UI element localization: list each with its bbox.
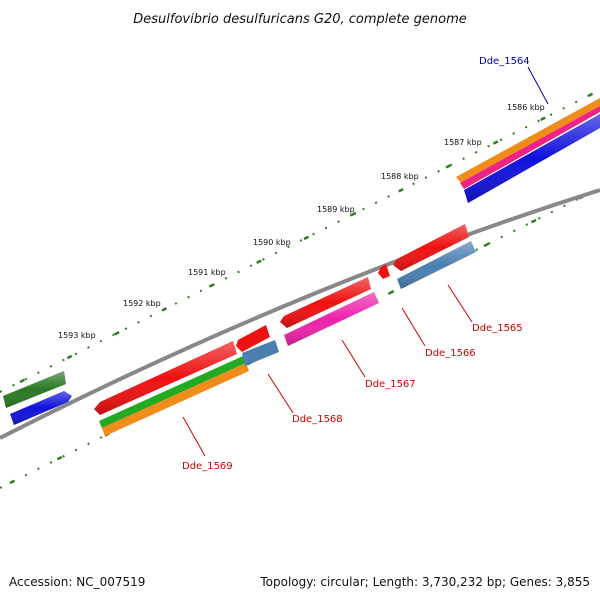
leader-line-dde-1564 bbox=[527, 66, 549, 105]
gene-labels: Dde_1564 Dde_1565 Dde_1566 Dde_1567 Dde_… bbox=[182, 56, 530, 472]
outer-major-ticks bbox=[19, 88, 600, 384]
gene-bar-orange[interactable] bbox=[456, 98, 600, 183]
leader-line-dde-1566 bbox=[401, 307, 426, 347]
gene-bar-blue-shading bbox=[464, 114, 600, 203]
map-title: Desulfovibrio desulfuricans G20, complet… bbox=[133, 12, 467, 27]
outer-scale-track bbox=[0, 88, 600, 393]
gene-label-dde-1569[interactable]: Dde_1569 bbox=[182, 461, 233, 472]
red-gene-arrows bbox=[94, 224, 469, 415]
gene-label-dde-1568[interactable]: Dde_1568 bbox=[292, 414, 343, 425]
gene-arrow-dde-1568[interactable] bbox=[236, 325, 270, 352]
leader-lines bbox=[182, 66, 549, 457]
scale-label: 1593 kbp bbox=[58, 331, 96, 340]
scale-label: 1590 kbp bbox=[253, 238, 291, 247]
outer-features-left bbox=[3, 371, 72, 425]
outer-features-right bbox=[456, 98, 600, 203]
genome-backbone bbox=[0, 188, 600, 440]
gene-arrow-dde-1566[interactable] bbox=[378, 264, 390, 279]
scale-label: 1588 kbp bbox=[381, 172, 419, 181]
leader-line-dde-1569 bbox=[182, 416, 206, 457]
scale-label: 1587 kbp bbox=[444, 138, 482, 147]
scale-label: 1586 kbp bbox=[507, 103, 545, 112]
topology-text: Topology: circular; Length: 3,730,232 bp… bbox=[259, 575, 590, 589]
outer-minor-ticks bbox=[0, 89, 600, 393]
leader-line-dde-1565 bbox=[447, 284, 473, 323]
gene-bar-dark-green-shading bbox=[3, 371, 66, 408]
gene-bar-blue-left-shading bbox=[10, 391, 72, 425]
secondary-bars bbox=[99, 241, 476, 436]
scale-labels: 1586 kbp 1587 kbp 1588 kbp 1589 kbp 1590… bbox=[58, 103, 545, 340]
leader-line-dde-1567 bbox=[341, 339, 366, 378]
gene-label-dde-1566[interactable]: Dde_1566 bbox=[425, 348, 476, 359]
scale-label: 1592 kbp bbox=[123, 299, 161, 308]
gene-bar-green[interactable] bbox=[99, 356, 246, 428]
gene-bar-steelblue-1568[interactable] bbox=[242, 340, 279, 366]
scale-label: 1591 kbp bbox=[188, 268, 226, 277]
accession-text: Accession: NC_007519 bbox=[9, 575, 145, 589]
gene-bar-orange-lower[interactable] bbox=[102, 363, 249, 436]
gene-label-dde-1564[interactable]: Dde_1564 bbox=[479, 56, 530, 67]
gene-label-dde-1565[interactable]: Dde_1565 bbox=[472, 323, 523, 334]
leader-line-dde-1568 bbox=[267, 373, 294, 414]
gene-label-dde-1567[interactable]: Dde_1567 bbox=[365, 379, 416, 390]
scale-label: 1589 kbp bbox=[317, 205, 355, 214]
gene-bar-pink[interactable] bbox=[460, 106, 600, 189]
